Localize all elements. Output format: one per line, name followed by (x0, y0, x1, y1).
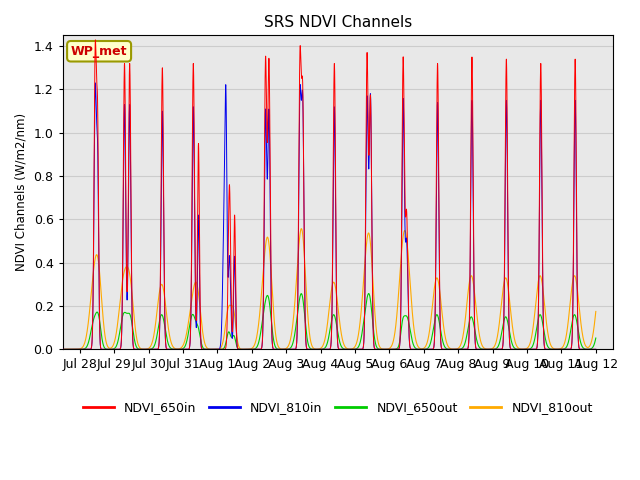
Title: SRS NDVI Channels: SRS NDVI Channels (264, 15, 412, 30)
Y-axis label: NDVI Channels (W/m2/nm): NDVI Channels (W/m2/nm) (15, 113, 28, 271)
Text: WP_met: WP_met (71, 45, 127, 58)
Legend: NDVI_650in, NDVI_810in, NDVI_650out, NDVI_810out: NDVI_650in, NDVI_810in, NDVI_650out, NDV… (78, 396, 598, 420)
